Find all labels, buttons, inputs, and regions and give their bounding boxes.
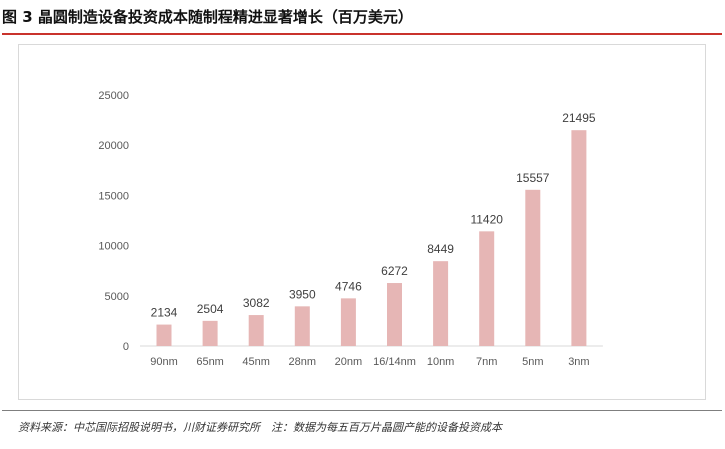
data-label: 11420: [470, 212, 503, 226]
y-tick-label: 15000: [98, 190, 129, 202]
bar: [433, 261, 449, 346]
data-label: 21495: [562, 111, 596, 125]
x-tick-label: 7nm: [476, 356, 497, 368]
data-label: 8449: [427, 242, 454, 256]
data-label: 2134: [151, 306, 178, 320]
bar: [156, 324, 172, 346]
chart-frame: 0 5000 10000 15000 20000 25000 2134 90nm 2504 65n…: [18, 44, 706, 400]
x-tick-label: 16/14nm: [373, 356, 416, 368]
bar: [525, 189, 541, 346]
data-label: 15557: [516, 171, 550, 185]
bar: [294, 306, 310, 346]
x-tick-label: 45nm: [242, 356, 270, 368]
y-tick-label: 5000: [105, 291, 129, 303]
source-note: 资料来源：中芯国际招股说明书，川财证券研究所 注：数据为每五百万片晶圆产能的设备…: [18, 421, 502, 434]
bar: [248, 315, 264, 346]
x-tick-label: 10nm: [427, 356, 455, 368]
x-tick-label: 28nm: [289, 356, 317, 368]
figure-title: 图 3 晶圆制造设备投资成本随制程精进显著增长（百万美元）: [2, 8, 413, 26]
data-label: 3950: [289, 287, 316, 301]
x-tick-label: 90nm: [150, 356, 178, 368]
bar: [340, 298, 356, 346]
y-tick-label: 20000: [98, 140, 129, 152]
bar: [479, 231, 495, 346]
data-label: 3082: [243, 296, 270, 310]
x-tick-label: 65nm: [196, 356, 224, 368]
bar: [202, 320, 218, 346]
x-tick-label: 20nm: [335, 356, 363, 368]
data-label: 6272: [381, 264, 408, 278]
title-divider: [2, 33, 722, 35]
data-label: 4746: [335, 279, 362, 293]
y-tick-label: 10000: [98, 241, 129, 253]
bar: [571, 130, 587, 346]
bar-chart: 0 5000 10000 15000 20000 25000 2134 90nm 2504 65n…: [98, 90, 603, 368]
bottom-divider: [2, 410, 722, 411]
y-tick-label: 0: [123, 341, 129, 353]
data-label: 2504: [197, 302, 224, 316]
x-tick-label: 5nm: [522, 356, 543, 368]
bar: [387, 283, 402, 346]
y-tick-label: 25000: [98, 90, 129, 102]
x-tick-label: 3nm: [568, 356, 589, 368]
